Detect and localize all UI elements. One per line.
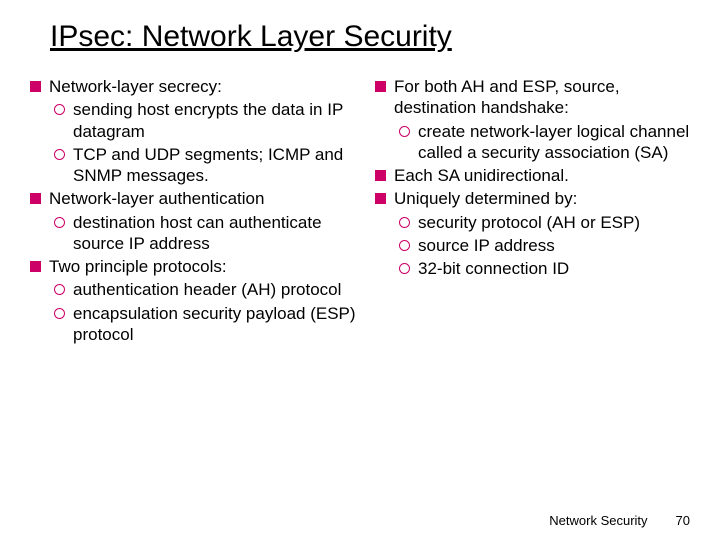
list-item: Two principle protocols: <box>30 256 365 277</box>
circle-bullet-icon <box>54 149 65 160</box>
left-column: Network-layer secrecy: sending host encr… <box>30 76 365 347</box>
list-item: For both AH and ESP, source, destination… <box>375 76 690 119</box>
circle-bullet-icon <box>54 104 65 115</box>
sub-item-text: TCP and UDP segments; ICMP and SNMP mess… <box>73 144 365 187</box>
square-bullet-icon <box>30 81 41 92</box>
sub-list-item: sending host encrypts the data in IP dat… <box>54 99 365 142</box>
circle-bullet-icon <box>399 217 410 228</box>
sub-item-text: authentication header (AH) protocol <box>73 279 365 300</box>
circle-bullet-icon <box>54 217 65 228</box>
circle-bullet-icon <box>54 308 65 319</box>
square-bullet-icon <box>375 193 386 204</box>
square-bullet-icon <box>30 261 41 272</box>
circle-bullet-icon <box>54 284 65 295</box>
sub-item-text: source IP address <box>418 235 690 256</box>
sub-list-item: TCP and UDP segments; ICMP and SNMP mess… <box>54 144 365 187</box>
item-text: Network-layer authentication <box>49 188 365 209</box>
sub-list-item: create network-layer logical channel cal… <box>399 121 690 164</box>
circle-bullet-icon <box>399 126 410 137</box>
item-text: Two principle protocols: <box>49 256 365 277</box>
sub-list-item: destination host can authenticate source… <box>54 212 365 255</box>
footer-label: Network Security <box>549 513 647 528</box>
sub-list-item: security protocol (AH or ESP) <box>399 212 690 233</box>
list-item: Network-layer authentication <box>30 188 365 209</box>
square-bullet-icon <box>375 170 386 181</box>
circle-bullet-icon <box>399 240 410 251</box>
circle-bullet-icon <box>399 263 410 274</box>
slide-container: IPsec: Network Layer Security Network-la… <box>0 0 720 540</box>
item-text: For both AH and ESP, source, destination… <box>394 76 690 119</box>
sub-list-item: encapsulation security payload (ESP) pro… <box>54 303 365 346</box>
item-text: Uniquely determined by: <box>394 188 690 209</box>
list-item: Uniquely determined by: <box>375 188 690 209</box>
sub-item-text: encapsulation security payload (ESP) pro… <box>73 303 365 346</box>
sub-list-item: source IP address <box>399 235 690 256</box>
sub-list-item: 32-bit connection ID <box>399 258 690 279</box>
sub-item-text: sending host encrypts the data in IP dat… <box>73 99 365 142</box>
item-text: Each SA unidirectional. <box>394 165 690 186</box>
sub-list-item: authentication header (AH) protocol <box>54 279 365 300</box>
item-text: Network-layer secrecy: <box>49 76 365 97</box>
square-bullet-icon <box>30 193 41 204</box>
footer: Network Security 70 <box>549 513 690 528</box>
right-column: For both AH and ESP, source, destination… <box>375 76 690 347</box>
sub-item-text: 32-bit connection ID <box>418 258 690 279</box>
sub-item-text: destination host can authenticate source… <box>73 212 365 255</box>
square-bullet-icon <box>375 81 386 92</box>
page-number: 70 <box>676 513 690 528</box>
page-title: IPsec: Network Layer Security <box>50 20 690 54</box>
sub-item-text: security protocol (AH or ESP) <box>418 212 690 233</box>
list-item: Network-layer secrecy: <box>30 76 365 97</box>
sub-item-text: create network-layer logical channel cal… <box>418 121 690 164</box>
columns: Network-layer secrecy: sending host encr… <box>30 76 690 347</box>
list-item: Each SA unidirectional. <box>375 165 690 186</box>
